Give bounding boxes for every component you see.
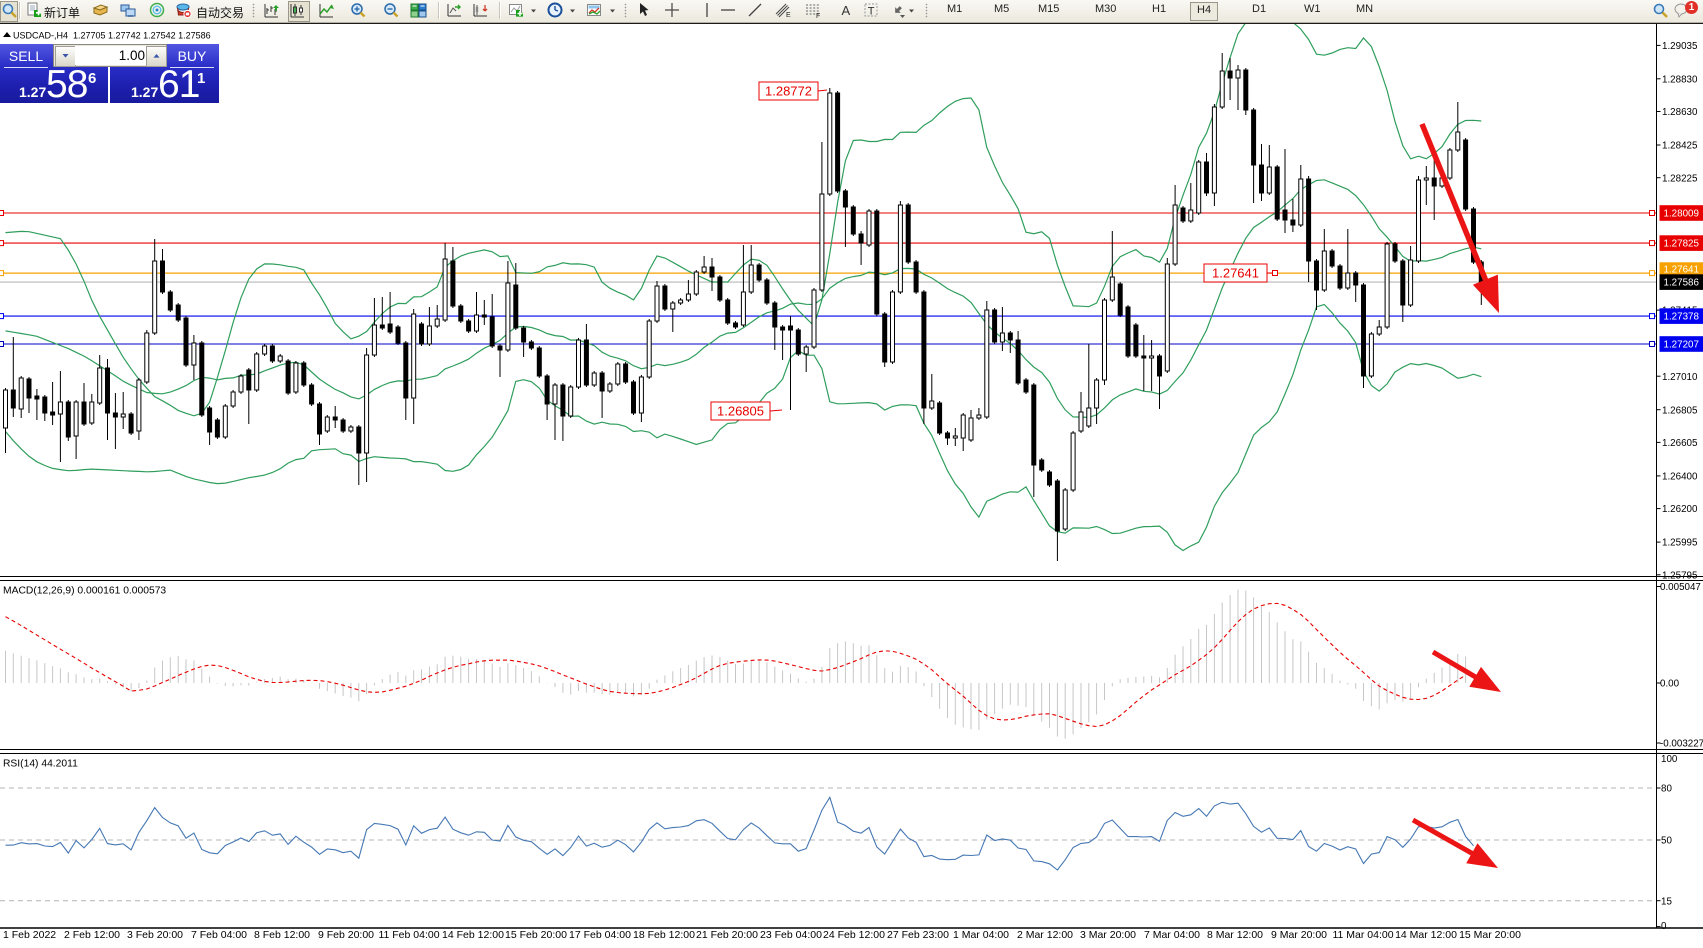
svg-text:E: E: [786, 12, 791, 19]
svg-text:USDCAD-,H4 1.27705 1.27742 1.: USDCAD-,H4 1.27705 1.27742 1.27542 1.275…: [13, 31, 211, 41]
svg-text:1.25995: 1.25995: [1662, 538, 1698, 549]
svg-text:7 Mar 04:00: 7 Mar 04:00: [1144, 929, 1200, 941]
svg-text:1.27010: 1.27010: [1662, 372, 1698, 383]
svg-text:1.27207: 1.27207: [1664, 340, 1699, 351]
svg-text:14 Mar 12:00: 14 Mar 12:00: [1395, 929, 1457, 941]
svg-text:80: 80: [1661, 784, 1672, 795]
svg-text:1.27825: 1.27825: [1664, 239, 1700, 250]
svg-text:0.005047: 0.005047: [1660, 582, 1701, 593]
svg-text:0: 0: [1661, 921, 1667, 932]
svg-text:1.28630: 1.28630: [1662, 107, 1698, 118]
svg-text:15 Mar 20:00: 15 Mar 20:00: [1459, 929, 1521, 941]
svg-text:1.26200: 1.26200: [1662, 504, 1698, 515]
svg-text:1.26805: 1.26805: [1662, 405, 1698, 416]
svg-text:1.28009: 1.28009: [1664, 209, 1699, 220]
svg-text:8 Feb 12:00: 8 Feb 12:00: [254, 929, 310, 941]
svg-text:1.28225: 1.28225: [1662, 173, 1698, 184]
svg-text:1.27641: 1.27641: [1664, 264, 1699, 275]
svg-text:100: 100: [1661, 754, 1678, 765]
svg-text:1.28830: 1.28830: [1662, 74, 1698, 85]
svg-text:1.26805: 1.26805: [717, 404, 764, 419]
svg-text:15: 15: [1661, 896, 1672, 907]
svg-text:9 Mar 20:00: 9 Mar 20:00: [1271, 929, 1327, 941]
svg-text:1.28425: 1.28425: [1662, 141, 1698, 152]
svg-text:2 Feb 12:00: 2 Feb 12:00: [64, 929, 120, 941]
svg-text:23 Feb 04:00: 23 Feb 04:00: [760, 929, 822, 941]
svg-text:27 Feb 23:00: 27 Feb 23:00: [887, 929, 949, 941]
svg-text:1.26605: 1.26605: [1662, 438, 1698, 449]
svg-text:1.29035: 1.29035: [1662, 41, 1698, 52]
svg-text:21 Feb 20:00: 21 Feb 20:00: [696, 929, 758, 941]
svg-text:1.26400: 1.26400: [1662, 472, 1698, 483]
svg-text:14 Feb 12:00: 14 Feb 12:00: [442, 929, 504, 941]
svg-text:T: T: [868, 6, 875, 18]
svg-text:1.27586: 1.27586: [1664, 278, 1700, 289]
svg-text:11 Feb 04:00: 11 Feb 04:00: [378, 929, 439, 941]
svg-text:7 Feb 04:00: 7 Feb 04:00: [191, 929, 247, 941]
svg-text:11 Mar 04:00: 11 Mar 04:00: [1332, 929, 1393, 941]
svg-text:8 Mar 12:00: 8 Mar 12:00: [1207, 929, 1263, 941]
svg-text:1 Mar 04:00: 1 Mar 04:00: [953, 929, 1009, 941]
svg-text:2 Mar 12:00: 2 Mar 12:00: [1017, 929, 1073, 941]
svg-text:50: 50: [1661, 836, 1672, 847]
svg-text:A: A: [842, 3, 851, 18]
svg-text:1.25795: 1.25795: [1662, 570, 1698, 581]
svg-text:1.27641: 1.27641: [1212, 266, 1259, 281]
svg-text:0.00: 0.00: [1660, 679, 1680, 690]
svg-text:24 Feb 12:00: 24 Feb 12:00: [823, 929, 885, 941]
svg-text:-0.003227: -0.003227: [1660, 739, 1703, 750]
svg-text:3 Mar 20:00: 3 Mar 20:00: [1080, 929, 1136, 941]
svg-text:RSI(14) 44.2011: RSI(14) 44.2011: [3, 759, 78, 770]
svg-text:3 Feb 20:00: 3 Feb 20:00: [127, 929, 183, 941]
svg-text:15 Feb 20:00: 15 Feb 20:00: [505, 929, 567, 941]
svg-text:F: F: [816, 13, 820, 19]
svg-text:1 Feb 2022: 1 Feb 2022: [3, 929, 56, 941]
svg-text:1.27378: 1.27378: [1664, 312, 1700, 323]
svg-text:MACD(12,26,9) 0.000161 0.00057: MACD(12,26,9) 0.000161 0.000573: [3, 586, 166, 597]
svg-text:17 Feb 04:00: 17 Feb 04:00: [569, 929, 631, 941]
svg-text:18 Feb 12:00: 18 Feb 12:00: [633, 929, 695, 941]
svg-text:9 Feb 20:00: 9 Feb 20:00: [318, 929, 374, 941]
svg-text:1.28772: 1.28772: [765, 84, 812, 99]
